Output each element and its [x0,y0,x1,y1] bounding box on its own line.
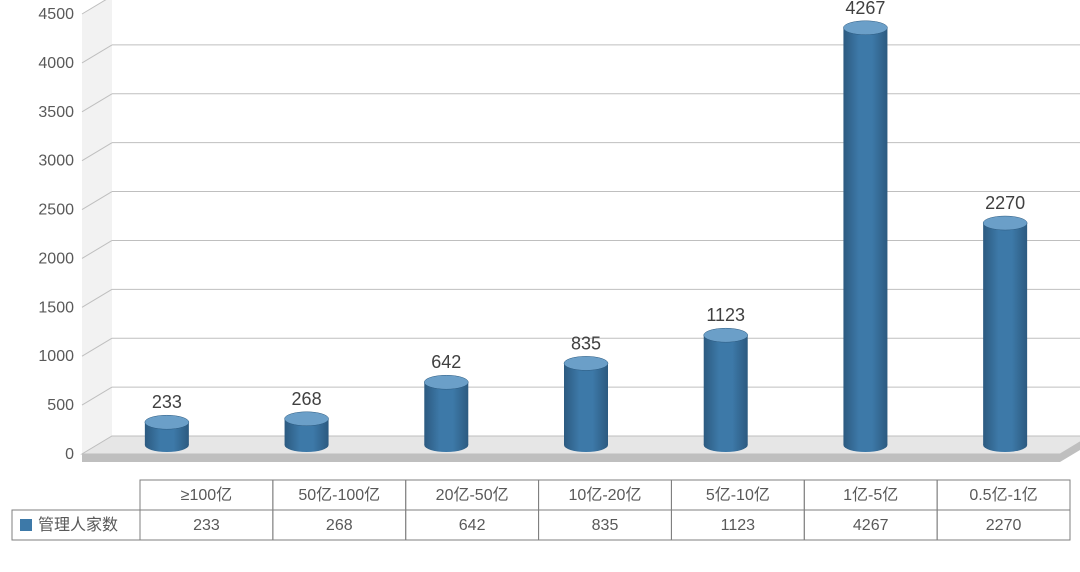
table-category-cell: 5亿-10亿 [706,486,770,504]
table-category-cell: 1亿-5亿 [843,486,898,504]
bar [424,375,468,452]
table-value-cell: 233 [193,517,220,534]
bar [145,415,189,452]
y-tick-label: 500 [47,397,74,414]
table-value-cell: 2270 [986,517,1022,534]
y-tick-label: 2000 [38,250,74,267]
table-category-cell: 0.5亿-1亿 [969,486,1037,504]
y-tick-label: 4500 [38,6,74,23]
bar [704,328,748,452]
table-value-cell: 642 [459,517,486,534]
data-label: 835 [571,333,601,353]
table-value-cell: 1123 [721,517,756,534]
data-label: 268 [292,389,322,409]
y-tick-label: 2500 [38,202,74,219]
data-label: 233 [152,392,182,412]
y-tick-label: 3500 [38,104,74,121]
chart-container: 0 500 1000 1500 2000 2500 3000 3500 4000 4500 233 2… [0,0,1080,572]
table-category-cell: ≥100亿 [181,486,232,504]
table-category-cell: 20亿-50亿 [436,486,509,504]
table-category-cell: 50亿-100亿 [298,486,380,504]
table-value-cell: 268 [326,517,353,534]
bar [285,412,329,452]
table-value-cell: 835 [592,517,619,534]
y-tick-label: 4000 [38,55,74,72]
bar [843,21,887,452]
data-label: 4267 [845,0,885,18]
chart-svg: 0 500 1000 1500 2000 2500 3000 3500 4000 4500 233 2… [0,0,1080,572]
y-tick-label: 1000 [38,348,74,365]
data-label: 642 [431,352,461,372]
table-category-cell: 10亿-20亿 [569,486,642,504]
legend-marker [20,519,32,531]
y-tick-label: 3000 [38,153,74,170]
data-label: 1123 [706,305,745,325]
legend-label: 管理人家数 [38,516,118,534]
y-tick-label: 1500 [38,299,74,316]
bar [564,356,608,452]
table-value-cell: 4267 [853,517,889,534]
bar [983,216,1027,452]
data-label: 2270 [985,193,1025,213]
y-tick-label: 0 [65,446,74,463]
